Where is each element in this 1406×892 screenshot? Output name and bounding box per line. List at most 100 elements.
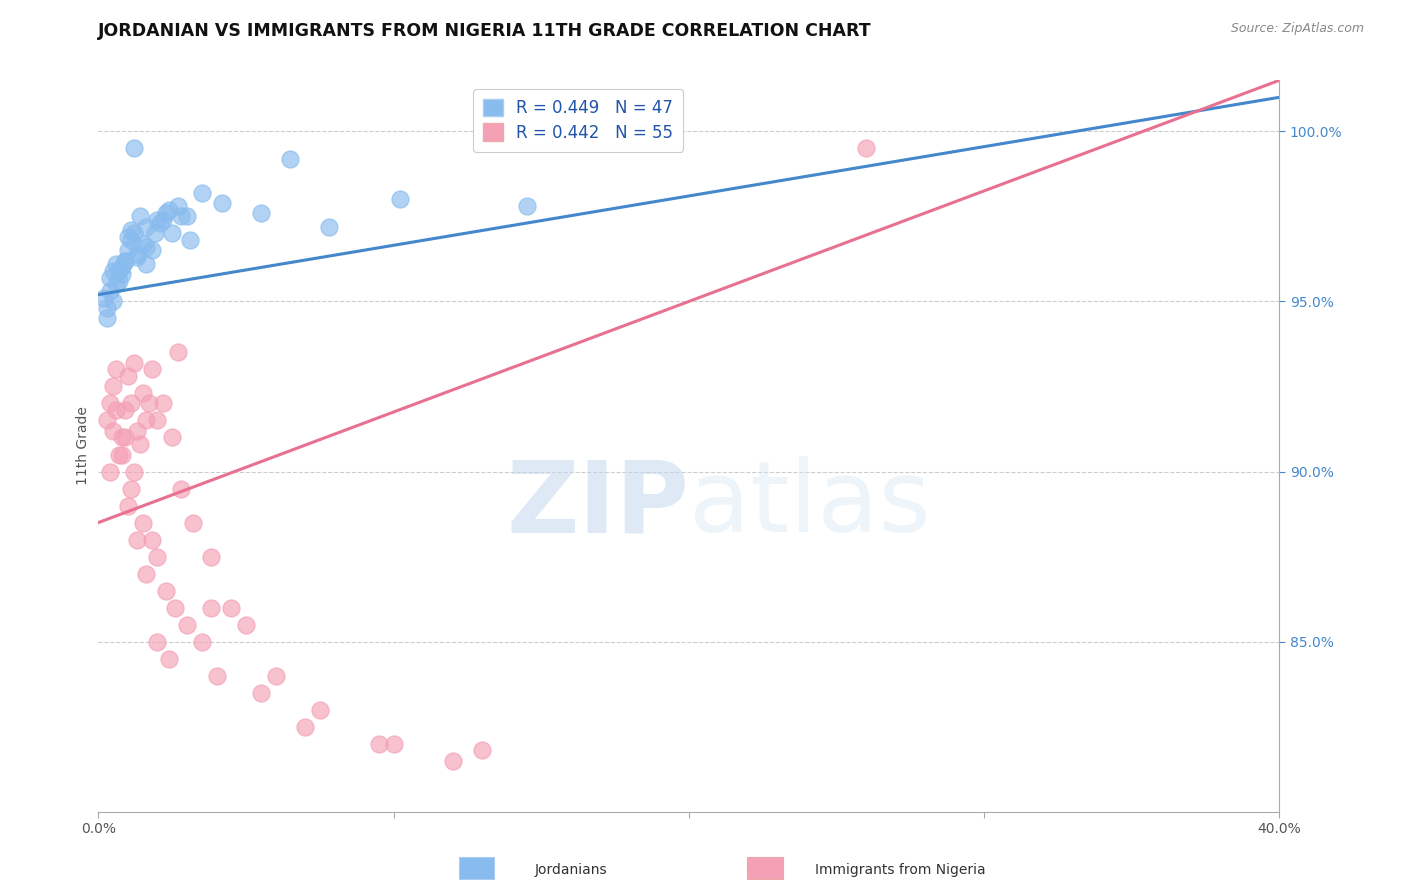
- Point: [162, 227, 183, 241]
- Point: [294, 720, 316, 734]
- Point: [205, 668, 228, 682]
- Point: [200, 600, 222, 615]
- Point: [96, 301, 118, 316]
- Point: [143, 227, 166, 241]
- Point: [108, 264, 131, 278]
- Point: [132, 236, 155, 251]
- Point: [191, 634, 214, 648]
- Point: [98, 396, 121, 410]
- Point: [98, 284, 121, 298]
- Point: [278, 152, 302, 166]
- Point: [125, 533, 148, 547]
- Point: [132, 516, 155, 530]
- Point: [103, 264, 125, 278]
- Point: [221, 600, 243, 615]
- Text: JORDANIAN VS IMMIGRANTS FROM NIGERIA 11TH GRADE CORRELATION CHART: JORDANIAN VS IMMIGRANTS FROM NIGERIA 11T…: [98, 22, 872, 40]
- Point: [111, 267, 134, 281]
- Point: [96, 311, 118, 326]
- Point: [114, 253, 136, 268]
- Point: [309, 703, 332, 717]
- Point: [114, 253, 136, 268]
- Point: [152, 212, 174, 227]
- Point: [122, 141, 145, 155]
- Point: [149, 216, 172, 230]
- Point: [117, 244, 139, 258]
- Point: [157, 651, 180, 665]
- Point: [128, 437, 150, 451]
- Point: [108, 274, 131, 288]
- Point: [170, 210, 193, 224]
- Point: [117, 229, 139, 244]
- Legend: R = 0.449   N = 47, R = 0.442   N = 55: R = 0.449 N = 47, R = 0.442 N = 55: [472, 88, 683, 152]
- Point: [125, 247, 148, 261]
- Point: [135, 219, 157, 234]
- Point: [138, 396, 160, 410]
- Point: [135, 413, 157, 427]
- Point: [122, 227, 145, 241]
- Point: [516, 199, 538, 213]
- Point: [132, 386, 155, 401]
- Point: [200, 549, 222, 564]
- Point: [141, 362, 163, 376]
- Point: [120, 396, 142, 410]
- Point: [318, 219, 340, 234]
- Point: [135, 240, 157, 254]
- Point: [105, 277, 128, 292]
- Point: [120, 223, 142, 237]
- Point: [155, 206, 177, 220]
- Point: [114, 403, 136, 417]
- Point: [125, 250, 148, 264]
- Point: [235, 617, 257, 632]
- Point: [105, 403, 128, 417]
- Point: [117, 499, 139, 513]
- Point: [146, 413, 169, 427]
- Point: [103, 294, 125, 309]
- Point: [152, 396, 174, 410]
- Point: [250, 686, 273, 700]
- Point: [120, 233, 142, 247]
- Point: [135, 566, 157, 581]
- Point: [117, 369, 139, 384]
- Point: [105, 362, 128, 376]
- Point: [146, 634, 169, 648]
- Point: [98, 270, 121, 285]
- Point: [141, 533, 163, 547]
- Point: [855, 141, 877, 155]
- Point: [176, 617, 198, 632]
- Point: [93, 291, 115, 305]
- Point: [155, 583, 177, 598]
- Text: ZIP: ZIP: [506, 456, 689, 553]
- Point: [122, 465, 145, 479]
- Point: [135, 257, 157, 271]
- Point: [368, 737, 391, 751]
- Point: [441, 754, 464, 768]
- Text: Immigrants from Nigeria: Immigrants from Nigeria: [815, 863, 986, 877]
- Point: [111, 260, 134, 275]
- Point: [170, 482, 193, 496]
- Point: [146, 212, 169, 227]
- Point: [114, 430, 136, 444]
- Point: [96, 413, 118, 427]
- Point: [162, 430, 183, 444]
- Point: [388, 192, 411, 206]
- Point: [471, 743, 494, 757]
- Point: [122, 356, 145, 370]
- Point: [167, 345, 190, 359]
- Point: [111, 430, 134, 444]
- Point: [111, 448, 134, 462]
- Point: [167, 199, 190, 213]
- Y-axis label: 11th Grade: 11th Grade: [76, 407, 90, 485]
- Point: [128, 210, 150, 224]
- Point: [105, 257, 128, 271]
- Text: Source: ZipAtlas.com: Source: ZipAtlas.com: [1230, 22, 1364, 36]
- Text: Jordanians: Jordanians: [534, 863, 607, 877]
- Point: [191, 186, 214, 200]
- Point: [98, 465, 121, 479]
- Point: [103, 379, 125, 393]
- Point: [141, 244, 163, 258]
- Point: [103, 424, 125, 438]
- Point: [125, 424, 148, 438]
- Point: [165, 600, 187, 615]
- Point: [108, 448, 131, 462]
- Point: [181, 516, 204, 530]
